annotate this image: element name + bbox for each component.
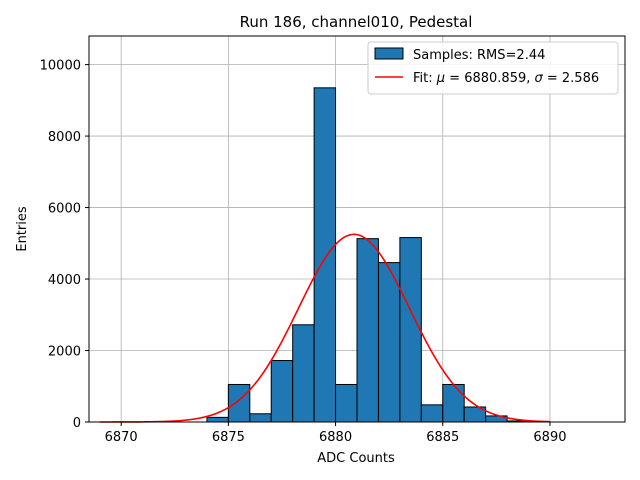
histogram-bar	[377, 262, 401, 423]
x-axis-ticks: 6870 6875 6880 6885 6890	[105, 422, 567, 445]
histogram-bar	[206, 416, 229, 423]
fit-curve-group	[99, 233, 550, 423]
histogram-bar	[399, 237, 422, 423]
histogram-bar	[356, 238, 379, 423]
chart-title: Run 186, channel010, Pedestal	[240, 13, 473, 31]
x-tick-label: 6875	[212, 430, 245, 445]
y-tick-label: 10000	[40, 59, 81, 74]
x-axis-title: ADC Counts	[317, 451, 395, 466]
y-axis-title: Entries	[15, 206, 30, 252]
y-axis-ticks: 0 2000 4000 6000 8000 10000	[40, 59, 89, 431]
x-tick-label: 6870	[105, 430, 138, 445]
y-tick-label: 6000	[48, 202, 81, 217]
histogram-bar	[292, 324, 315, 423]
legend-bar-swatch	[374, 47, 404, 60]
legend-fit-label: Fit: μ = 6880.859, σ = 2.586	[413, 71, 599, 86]
fit-curve	[99, 233, 550, 423]
x-tick-label: 6880	[319, 430, 352, 445]
y-tick-label: 0	[73, 416, 81, 431]
histogram-bar	[313, 87, 337, 423]
y-tick-label: 8000	[48, 130, 81, 145]
legend-bar-label: Samples: RMS=2.44	[413, 48, 545, 63]
histogram-bar	[270, 360, 294, 423]
legend: Samples: RMS=2.44 Fit: μ = 6880.859, σ =…	[367, 41, 619, 95]
legend-frame	[367, 41, 619, 95]
histogram-bars	[206, 87, 530, 423]
x-tick-label: 6885	[426, 430, 459, 445]
y-tick-label: 2000	[48, 345, 81, 360]
plot-frame	[88, 35, 626, 423]
histogram-bar	[227, 383, 251, 423]
x-tick-label: 6890	[533, 430, 566, 445]
y-tick-label: 4000	[48, 273, 81, 288]
histogram-bar	[249, 413, 272, 423]
histogram-bar	[420, 404, 444, 423]
histogram-bar	[442, 383, 465, 423]
histogram-bar	[335, 383, 358, 423]
